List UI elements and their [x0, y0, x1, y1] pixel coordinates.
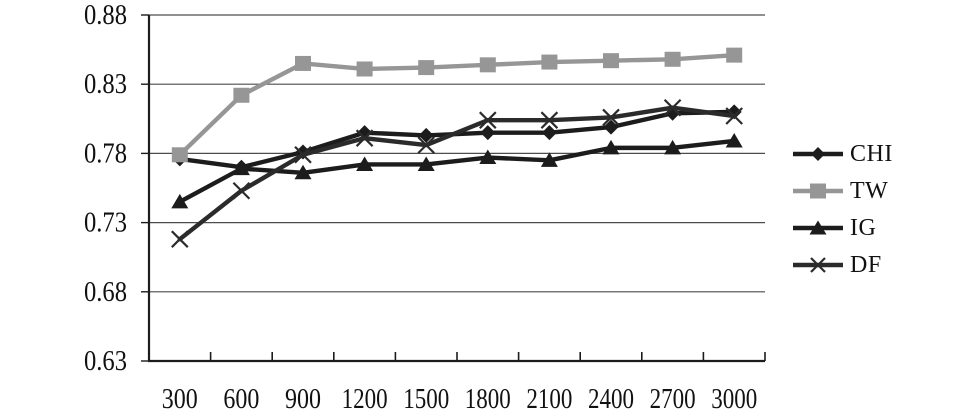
y-tick-label: 0.63 [84, 346, 127, 377]
marker-tw [295, 55, 311, 71]
marker-tw [726, 47, 743, 63]
marker-df [540, 111, 559, 129]
marker-tw [356, 61, 373, 77]
marker-df [355, 129, 374, 147]
legend-item-chi: CHI [791, 141, 893, 166]
square-marker-icon [793, 183, 843, 198]
marker-tw [603, 53, 619, 69]
marker-tw [479, 57, 496, 73]
marker-chi [603, 119, 619, 135]
marker-tw [233, 87, 250, 103]
x-tick-label: 2400 [588, 384, 634, 413]
marker-df [171, 230, 189, 248]
marker-ig [232, 160, 250, 176]
x-tick-label: 1800 [465, 384, 511, 413]
legend-item-df: DF [791, 252, 893, 277]
marker-ig [356, 156, 374, 171]
marker-tw [171, 147, 188, 163]
marker-chi [418, 127, 434, 143]
x-tick-label: 1500 [403, 384, 449, 413]
marker-ig [479, 149, 497, 165]
x-tick-label: 900 [285, 384, 321, 413]
y-tick-label: 0.88 [84, 0, 127, 31]
diamond-marker-icon [793, 146, 843, 161]
x-tick-label: 2100 [526, 384, 572, 413]
marker-df [417, 136, 435, 154]
legend-label-ig: IG [850, 214, 877, 241]
legend-label-df: DF [850, 251, 882, 278]
marker-ig [294, 164, 312, 180]
triangle-marker-icon [793, 220, 843, 234]
y-tick-label: 0.73 [84, 208, 127, 239]
x-tick-label: 2700 [650, 384, 696, 413]
marker-df [479, 111, 497, 129]
marker-chi [541, 125, 557, 141]
marker-df [663, 98, 682, 117]
marker-ig [725, 132, 743, 148]
legend-label-chi: CHI [850, 140, 893, 167]
chart-legend: CHI TW IG DF [791, 141, 893, 277]
legend-label-tw: TW [850, 177, 889, 204]
marker-df [294, 146, 312, 164]
marker-df [232, 181, 251, 200]
x-tick-label: 600 [223, 384, 259, 413]
x-tick-label: 300 [162, 384, 198, 413]
x-tick-label: 3000 [711, 384, 757, 413]
marker-df [602, 108, 620, 127]
marker-tw [664, 51, 681, 67]
y-tick-label: 0.83 [84, 69, 127, 100]
legend-item-ig: IG [791, 215, 893, 240]
marker-tw [418, 60, 435, 76]
marker-ig [664, 139, 682, 155]
marker-ig [171, 193, 189, 209]
y-tick-label: 0.68 [84, 277, 127, 308]
marker-chi [480, 125, 496, 141]
marker-ig [602, 139, 620, 155]
legend-item-tw: TW [791, 178, 893, 203]
x-marker-icon [793, 256, 843, 273]
x-tick-label: 1200 [342, 384, 388, 413]
series-line-tw [177, 52, 737, 157]
marker-ig [417, 156, 435, 171]
series-line-ig [177, 138, 737, 205]
y-tick-label: 0.78 [84, 138, 127, 169]
series-line-df [177, 105, 737, 242]
marker-ig [540, 152, 558, 167]
marker-tw [541, 54, 558, 70]
marker-df [725, 107, 743, 125]
